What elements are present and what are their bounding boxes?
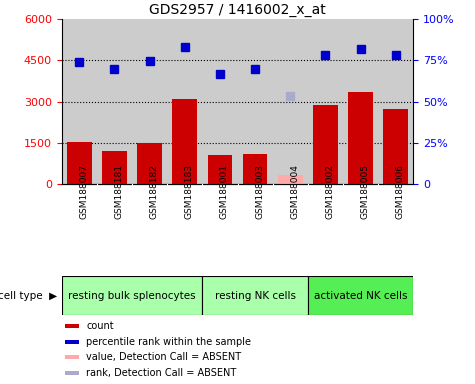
Bar <box>65 324 79 328</box>
Text: GSM188001: GSM188001 <box>220 164 229 219</box>
Bar <box>278 175 303 184</box>
Text: GSM188004: GSM188004 <box>290 164 299 219</box>
Text: cell type  ▶: cell type ▶ <box>0 291 57 301</box>
Text: value, Detection Call = ABSENT: value, Detection Call = ABSENT <box>86 352 241 362</box>
Bar <box>62 276 202 315</box>
Text: resting bulk splenocytes: resting bulk splenocytes <box>68 291 196 301</box>
Text: rank, Detection Call = ABSENT: rank, Detection Call = ABSENT <box>86 368 237 378</box>
Bar <box>308 276 413 315</box>
Title: GDS2957 / 1416002_x_at: GDS2957 / 1416002_x_at <box>149 3 326 17</box>
Text: percentile rank within the sample: percentile rank within the sample <box>86 336 251 347</box>
Bar <box>313 104 338 184</box>
Bar <box>65 355 79 359</box>
Text: GSM188002: GSM188002 <box>325 164 334 219</box>
Bar <box>243 154 267 184</box>
Bar <box>202 276 308 315</box>
Bar <box>102 151 127 184</box>
Bar <box>383 109 408 184</box>
Text: GSM188006: GSM188006 <box>396 164 405 219</box>
Bar <box>137 143 162 184</box>
Text: count: count <box>86 321 114 331</box>
Text: GSM188183: GSM188183 <box>185 164 194 219</box>
Bar <box>172 99 197 184</box>
Text: resting NK cells: resting NK cells <box>215 291 295 301</box>
Bar <box>208 156 232 184</box>
Bar <box>348 92 373 184</box>
Bar <box>67 142 92 184</box>
Bar <box>65 371 79 375</box>
Text: GSM188007: GSM188007 <box>79 164 88 219</box>
Text: GSM188181: GSM188181 <box>114 164 124 219</box>
Text: GSM188005: GSM188005 <box>361 164 370 219</box>
Bar <box>65 339 79 344</box>
Text: GSM188003: GSM188003 <box>255 164 264 219</box>
Text: activated NK cells: activated NK cells <box>314 291 407 301</box>
Text: GSM188182: GSM188182 <box>150 164 159 219</box>
